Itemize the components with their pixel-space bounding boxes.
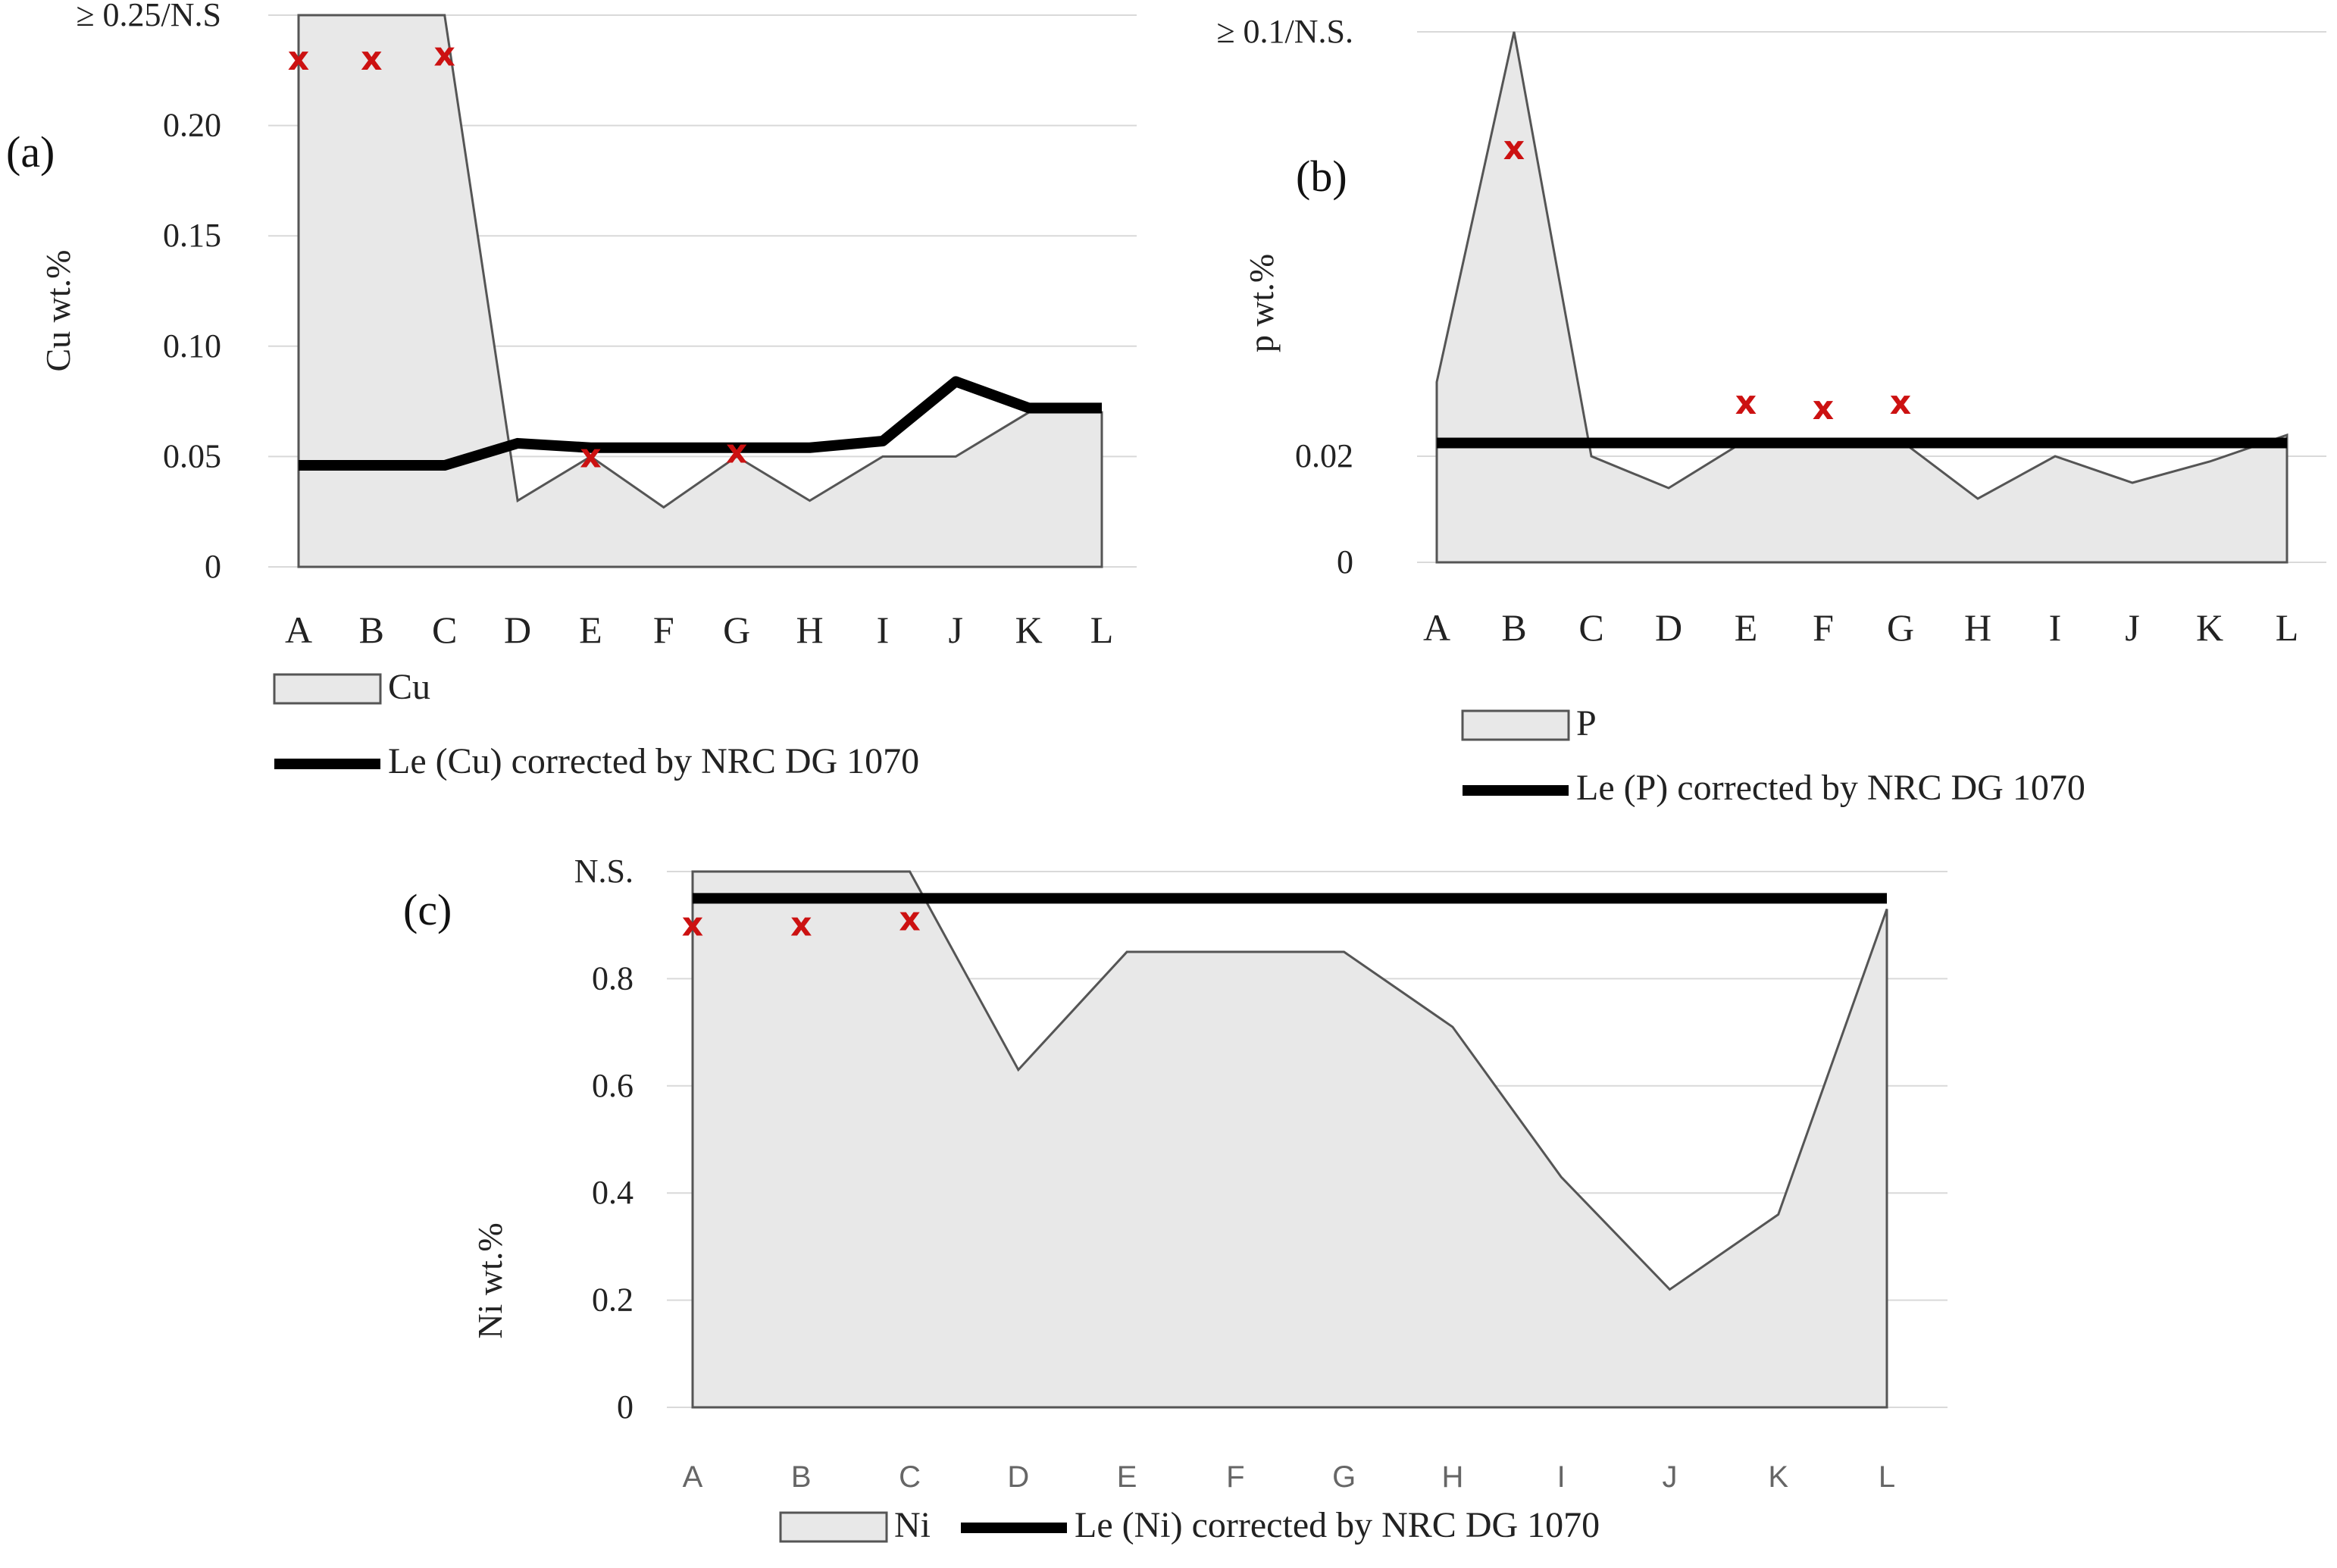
x-tick-label: E	[1735, 606, 1758, 649]
x-tick-label: H	[1964, 606, 1991, 649]
y-axis-label: p wt.%	[1242, 254, 1281, 352]
x-tick-label: F	[1226, 1460, 1244, 1494]
x-tick-label: B	[1501, 606, 1526, 649]
chart-panel-b: 0 0.02 ≥ 0.1/N.S. A B C D E F G H I J K Lx x x x p wt.% (b)…	[1216, 13, 2326, 808]
x-tick-label: L	[1879, 1460, 1895, 1494]
red-x-marker: x	[1503, 129, 1525, 167]
x-tick-label: E	[1117, 1460, 1137, 1494]
red-x-marker: x	[434, 35, 455, 74]
x-tick-label: L	[1090, 609, 1114, 651]
panel-label: (c)	[403, 885, 452, 934]
legend-label: Le (Cu) corrected by NRC DG 1070	[388, 741, 919, 781]
x-tick-label: K	[2196, 606, 2223, 649]
area-series-ni	[691, 870, 1888, 1409]
x-tick-label: B	[359, 609, 384, 651]
area-series-p	[1435, 31, 2289, 564]
red-x-marker: x	[682, 906, 703, 944]
y-tick-label: N.S.	[574, 853, 634, 890]
chart-panel-a: 0 0.05 0.10 0.15 0.20 ≥ 0.25/N.S A B C D E F G H I J K Lx…	[6, 0, 1137, 781]
y-tick-label: 0.10	[163, 327, 221, 365]
red-x-marker: x	[1813, 389, 1834, 427]
x-tick-label: D	[504, 609, 531, 651]
x-tick-label: A	[285, 609, 312, 651]
x-tick-label: A	[683, 1460, 703, 1494]
legend-area-swatch	[1461, 709, 1570, 741]
legend-label: Le (P) corrected by NRC DG 1070	[1576, 768, 2085, 808]
x-tick-label: C	[1578, 606, 1603, 649]
legend-label: P	[1576, 703, 1597, 743]
y-tick-label: 0	[205, 548, 221, 585]
y-axis-label: Cu wt.%	[39, 250, 77, 372]
area-series-cu	[297, 14, 1103, 568]
x-tick-label: J	[949, 609, 963, 651]
y-tick-label: 0	[1337, 543, 1353, 581]
x-tick-label: H	[1441, 1460, 1463, 1494]
y-tick-label: 0.20	[163, 107, 221, 144]
x-tick-label: J	[1662, 1460, 1677, 1494]
x-tick-label: I	[877, 609, 890, 651]
legend-label: Le (Ni) corrected by NRC DG 1070	[1075, 1505, 1600, 1545]
x-tick-label: F	[653, 609, 674, 651]
y-tick-label: 0.02	[1295, 437, 1353, 474]
red-x-marker: x	[726, 433, 747, 471]
red-x-marker: x	[899, 900, 920, 939]
x-tick-label: H	[796, 609, 823, 651]
x-tick-label: C	[432, 609, 457, 651]
legend-area-swatch	[779, 1511, 888, 1543]
chart-panel-c: 0 0.2 0.4 0.6 0.8 N.S. A B C D E F G H I J K Lx x x Ni wt.% (…	[403, 853, 1948, 1545]
red-x-marker: x	[790, 906, 812, 944]
x-tick-label: E	[579, 609, 602, 651]
y-tick-label: 0.15	[163, 217, 221, 254]
y-tick-label: 0.6	[592, 1067, 634, 1104]
red-x-marker: x	[361, 39, 382, 78]
legend-label: Ni	[894, 1505, 931, 1545]
x-tick-label: L	[2276, 606, 2299, 649]
red-x-marker: x	[580, 437, 601, 475]
x-tick-label: G	[1887, 606, 1914, 649]
panel-label: (b)	[1296, 152, 1347, 201]
x-tick-label: J	[2125, 606, 2139, 649]
x-tick-label: A	[1423, 606, 1450, 649]
legend-label: Cu	[388, 667, 430, 707]
y-tick-label: ≥ 0.25/N.S	[76, 0, 221, 33]
panel-label: (a)	[6, 127, 55, 177]
red-x-marker: x	[1735, 383, 1757, 422]
x-tick-label: F	[1813, 606, 1834, 649]
x-tick-label: D	[1007, 1460, 1029, 1494]
legend-area-swatch	[273, 673, 382, 705]
x-tick-label: D	[1655, 606, 1682, 649]
red-x-marker: x	[288, 39, 309, 78]
x-tick-label: C	[899, 1460, 921, 1494]
y-tick-label: ≥ 0.1/N.S.	[1216, 13, 1353, 50]
x-tick-label: G	[1332, 1460, 1356, 1494]
red-x-marker: x	[1890, 383, 1911, 422]
y-tick-label: 0.8	[592, 959, 634, 997]
y-tick-label: 0	[617, 1388, 634, 1426]
x-tick-label: I	[1557, 1460, 1566, 1494]
le-line-series	[299, 376, 1102, 471]
x-tick-label: I	[2049, 606, 2062, 649]
x-tick-label: B	[791, 1460, 812, 1494]
x-tick-label: K	[1015, 609, 1043, 651]
x-tick-label: G	[723, 609, 750, 651]
y-tick-label: 0.4	[592, 1174, 634, 1211]
x-tick-label: K	[1768, 1460, 1788, 1494]
y-tick-label: 0.05	[163, 437, 221, 474]
y-tick-label: 0.2	[592, 1282, 634, 1319]
y-axis-label: Ni wt.%	[471, 1222, 509, 1338]
